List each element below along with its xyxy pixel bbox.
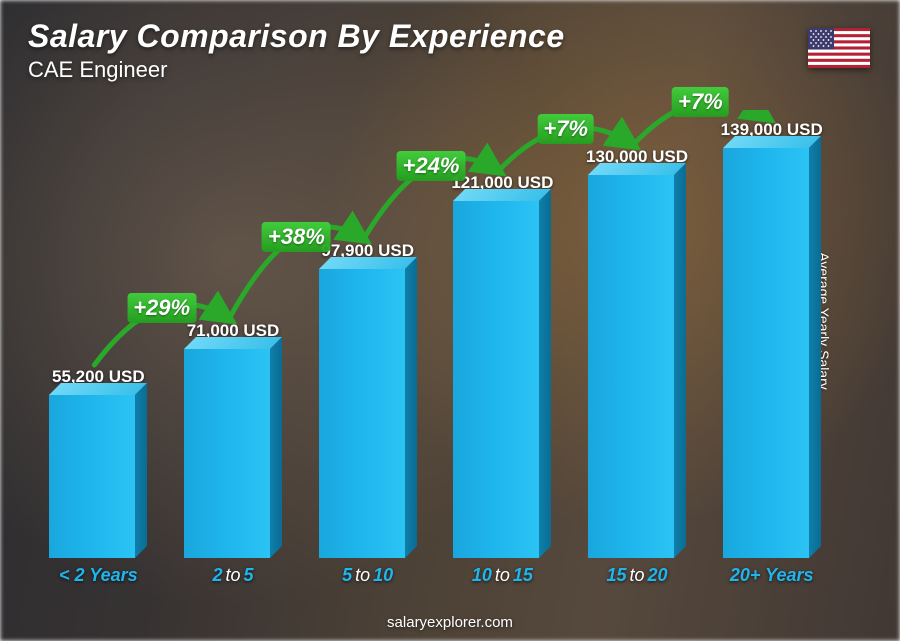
delta-badge: +38% bbox=[262, 222, 331, 252]
bar-chart: 55,200 USD71,000 USD97,900 USD121,000 US… bbox=[30, 110, 840, 586]
bar-0: 55,200 USD bbox=[40, 367, 157, 558]
bar-3: 121,000 USD bbox=[444, 173, 561, 558]
bar-shape bbox=[453, 201, 551, 558]
bar-shape bbox=[49, 395, 147, 558]
bar-shape bbox=[723, 148, 821, 558]
page-title: Salary Comparison By Experience bbox=[28, 18, 565, 55]
x-label: 15to20 bbox=[579, 565, 696, 586]
infographic-stage: Salary Comparison By Experience CAE Engi… bbox=[0, 0, 900, 641]
bar-2: 97,900 USD bbox=[309, 241, 426, 558]
x-label: 5to10 bbox=[309, 565, 426, 586]
bar-1: 71,000 USD bbox=[175, 321, 292, 558]
x-label: 20+ Years bbox=[713, 565, 830, 586]
delta-badge: +7% bbox=[537, 114, 594, 144]
footer-credit: salaryexplorer.com bbox=[0, 614, 900, 631]
x-label: < 2 Years bbox=[40, 565, 157, 586]
bar-5: 139,000 USD bbox=[713, 120, 830, 558]
title-block: Salary Comparison By Experience CAE Engi… bbox=[28, 18, 565, 83]
x-axis-labels: < 2 Years 2to5 5to10 10to15 15to20 20+ Years bbox=[30, 565, 840, 586]
page-subtitle: CAE Engineer bbox=[28, 57, 565, 83]
delta-badge: +24% bbox=[397, 151, 466, 181]
us-flag-icon bbox=[808, 28, 870, 68]
delta-badge: +7% bbox=[672, 87, 729, 117]
x-label: 2to5 bbox=[175, 565, 292, 586]
bar-shape bbox=[588, 175, 686, 558]
x-label: 10to15 bbox=[444, 565, 561, 586]
bar-shape bbox=[184, 349, 282, 558]
bar-4: 130,000 USD bbox=[579, 147, 696, 558]
bar-shape bbox=[319, 269, 417, 558]
delta-badge: +29% bbox=[127, 293, 196, 323]
